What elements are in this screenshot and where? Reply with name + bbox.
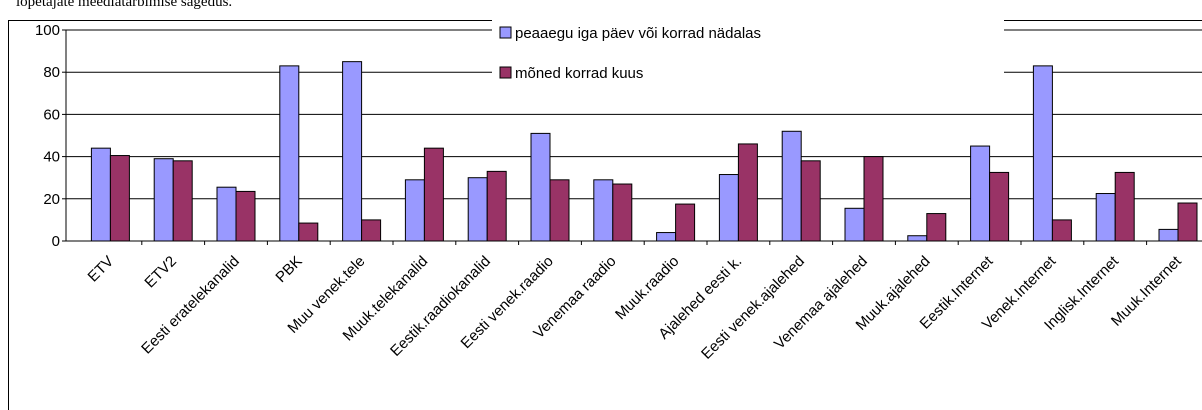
bar — [926, 213, 947, 242]
bar — [298, 222, 319, 242]
legend-label: mõned korrad kuus — [515, 65, 643, 82]
y-tick-label: 40 — [43, 149, 60, 166]
bar — [1051, 219, 1072, 242]
bar — [486, 170, 507, 242]
bar — [90, 147, 111, 242]
y-tick-label: 20 — [43, 191, 60, 208]
bar — [549, 179, 570, 242]
bar — [235, 190, 256, 242]
bar — [612, 183, 633, 242]
bar — [1032, 65, 1053, 242]
y-tick-label: 0 — [52, 233, 60, 250]
bar — [423, 147, 444, 242]
bar — [718, 174, 739, 242]
y-tick-label: 100 — [35, 22, 60, 39]
bar — [989, 171, 1010, 242]
bar — [800, 160, 821, 242]
bar — [1158, 228, 1179, 242]
bar — [844, 207, 865, 242]
legend-swatch — [499, 66, 512, 79]
bar — [279, 65, 300, 242]
bar — [656, 232, 677, 242]
y-tick-label: 60 — [43, 106, 60, 123]
bar — [1177, 202, 1198, 242]
bar — [1095, 193, 1116, 242]
bar — [172, 160, 193, 242]
bar — [153, 158, 174, 242]
bar — [737, 143, 758, 242]
bar — [404, 179, 425, 242]
bar — [675, 203, 696, 242]
bar — [907, 235, 928, 242]
bar — [342, 61, 363, 242]
bar — [781, 130, 802, 242]
bar — [593, 179, 614, 242]
y-tick-label: 80 — [43, 64, 60, 81]
chart-title: lõpetajate meediatarbimise sagedus. — [16, 0, 232, 10]
bar — [1114, 171, 1135, 242]
legend-label: peaaegu iga päev või korrad nädalas — [515, 25, 761, 42]
bar — [863, 156, 884, 242]
bar — [361, 219, 382, 242]
bar — [970, 145, 991, 242]
legend-box — [492, 20, 1004, 100]
bar — [530, 132, 551, 242]
bar — [467, 177, 488, 242]
bar — [216, 186, 237, 242]
legend-swatch — [499, 26, 512, 39]
bar — [109, 155, 130, 242]
